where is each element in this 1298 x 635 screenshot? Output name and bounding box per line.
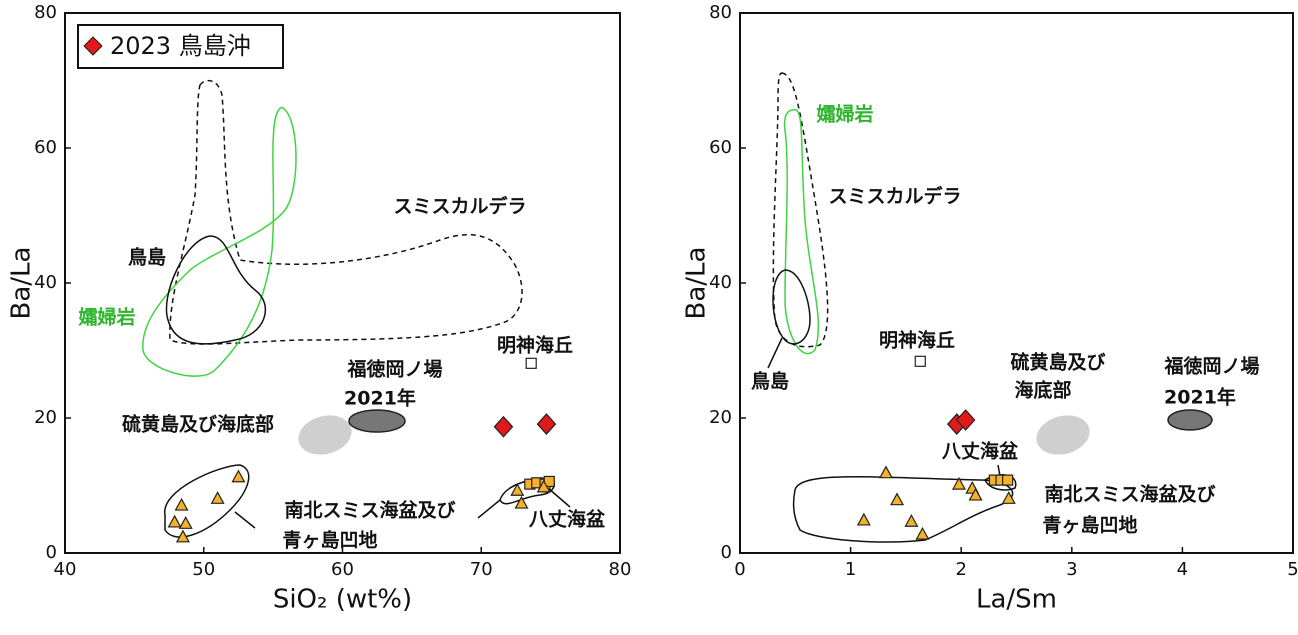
series-label: 八丈海盆 (529, 508, 606, 531)
annotation: 鳥島 (751, 370, 789, 393)
legend-swatch (83, 36, 103, 56)
series-label: 南北スミス海盆及び (1044, 483, 1215, 506)
annotation: 福徳岡ノ場 (1163, 355, 1259, 378)
contour (772, 269, 811, 345)
series-label: 明神海丘 (879, 329, 955, 352)
point (167, 514, 182, 528)
annotation: 2021年 (1164, 386, 1236, 409)
leader-line (767, 337, 783, 369)
annotation: 福徳岡ノ場 (346, 358, 442, 381)
point (510, 482, 525, 496)
x-axis-label: La/Sm (976, 585, 1057, 615)
y-tick-label: 0 (46, 542, 57, 563)
x-tick-label: 1 (845, 559, 856, 580)
point (210, 491, 225, 504)
contour (772, 72, 829, 348)
point (178, 516, 193, 529)
y-tick-label: 40 (34, 272, 57, 293)
point (493, 415, 514, 438)
point (514, 495, 529, 509)
leader-line (997, 464, 1001, 477)
point (914, 355, 926, 367)
annotation: スミスカルデラ (828, 185, 961, 208)
point (955, 409, 976, 431)
annotation: スミスカルデラ (393, 195, 526, 218)
point (1001, 491, 1016, 504)
leader-line (477, 499, 501, 519)
annotation: 硫黄島及び海底部 (122, 413, 274, 436)
region-blob (1036, 415, 1090, 455)
region-blob (1167, 409, 1213, 431)
contour (142, 106, 297, 377)
series-label: 南北スミス海盆及び (284, 499, 455, 522)
point (904, 514, 919, 527)
y-axis-label: Ba/La (682, 247, 712, 320)
point (856, 512, 871, 526)
series-label: 八丈海盆 (942, 440, 1019, 463)
series-label: 明神海丘 (497, 334, 573, 357)
y-tick-label: 20 (34, 407, 57, 428)
point (1002, 474, 1014, 486)
leader-line (234, 511, 256, 529)
x-tick-label: 50 (192, 559, 215, 580)
point (915, 526, 930, 540)
contour (792, 475, 1014, 543)
annotation: 硫黄島及び (1010, 351, 1105, 374)
point (536, 479, 551, 493)
x-tick-label: 80 (609, 559, 632, 580)
plot-frame (64, 12, 621, 554)
contours-left (142, 79, 571, 538)
point (231, 469, 246, 483)
x-tick-label: 40 (54, 559, 77, 580)
point (536, 413, 557, 435)
series-label: 青ヶ島凹地 (282, 529, 377, 552)
x-tick-label: 60 (331, 559, 354, 580)
x-tick-label: 4 (1177, 559, 1188, 580)
point (878, 465, 894, 479)
x-tick-label: 0 (734, 559, 745, 580)
contour (783, 109, 820, 355)
y-tick-label: 20 (709, 407, 732, 428)
annotation: 孀婦岩 (77, 306, 135, 329)
y-tick-label: 80 (709, 2, 732, 23)
annotation: 2021年 (344, 387, 416, 410)
x-tick-label: 2 (955, 559, 966, 580)
point (174, 497, 189, 511)
y-tick-label: 60 (34, 137, 57, 158)
annotation: 鳥島 (128, 246, 166, 269)
plot-frame (739, 12, 1294, 554)
y-tick-label: 0 (721, 542, 732, 563)
point (175, 529, 190, 543)
x-tick-label: 5 (1287, 559, 1298, 580)
y-tick-label: 60 (709, 137, 732, 158)
legend-box (77, 24, 284, 69)
point (951, 476, 966, 490)
contour (169, 79, 523, 345)
point (525, 357, 537, 369)
contour (499, 477, 556, 505)
point (968, 487, 983, 501)
region-blob (298, 415, 352, 455)
x-tick-label: 70 (470, 559, 493, 580)
legend-label: 2023 鳥島沖 (110, 32, 251, 60)
point (890, 492, 905, 506)
y-axis-label: Ba/La (7, 247, 37, 320)
x-tick-label: 3 (1066, 559, 1077, 580)
y-tick-label: 80 (34, 2, 57, 23)
annotation: 孀婦岩 (815, 103, 873, 126)
contour (165, 235, 266, 345)
y-tick-label: 40 (709, 272, 732, 293)
x-axis-label: SiO₂ (wt%) (273, 585, 412, 615)
annotation: 海底部 (1014, 379, 1071, 402)
region-blob (348, 409, 406, 433)
leader-line (547, 487, 571, 508)
series-label: 青ヶ島凹地 (1042, 514, 1137, 537)
contours-right (767, 72, 1213, 543)
